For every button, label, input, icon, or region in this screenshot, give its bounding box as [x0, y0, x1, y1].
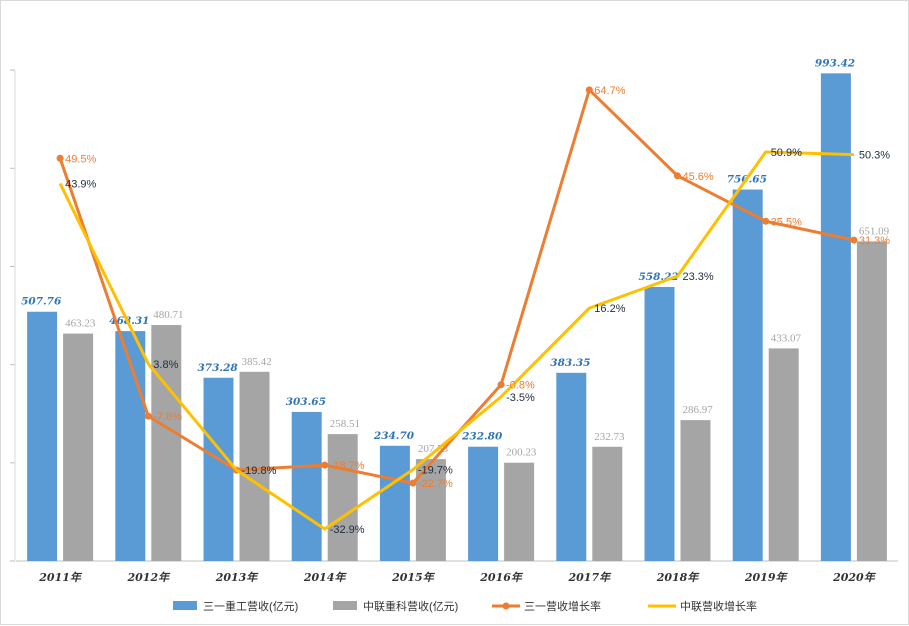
- line-point: [497, 381, 505, 389]
- line-point: [144, 412, 152, 420]
- x-tick-label: 2017年: [567, 571, 612, 584]
- legend-label: 中联营收增长率: [680, 599, 757, 613]
- bar-zoomlion: [592, 446, 623, 561]
- bar-value-label: 468.31: [109, 315, 149, 327]
- line-value-label: 50.9%: [771, 147, 802, 159]
- bar-value-label: 463.23: [65, 318, 96, 330]
- line-value-label: -18.7%: [330, 460, 365, 472]
- bar-zoomlion: [768, 348, 799, 561]
- line-value-label: 43.9%: [65, 178, 96, 190]
- line-value-label: -7.8%: [153, 411, 182, 423]
- legend-label: 三一重工营收(亿元): [203, 599, 298, 613]
- line-series-zoomlion-growth: [58, 150, 854, 531]
- line-value-label: 64.7%: [594, 85, 625, 97]
- legend-swatch: [333, 601, 357, 610]
- bar-value-label: 200.23: [506, 447, 537, 459]
- bar-sany: [203, 377, 234, 561]
- line-point: [321, 461, 329, 469]
- bar-value-label: 232.80: [461, 431, 503, 443]
- line-value-label: -19.8%: [242, 465, 277, 477]
- bar-zoomlion: [327, 434, 358, 561]
- x-tick-label: 2016年: [479, 571, 524, 584]
- line-value-label: -0.8%: [506, 380, 535, 392]
- bar-value-label: 385.42: [242, 356, 272, 368]
- bar-zoomlion: [680, 420, 711, 561]
- line-value-label: 50.3%: [859, 150, 890, 162]
- bar-sany: [291, 411, 322, 561]
- bar-sany: [468, 446, 499, 561]
- bar-value-label: 373.28: [198, 362, 239, 374]
- x-tick-label: 2018年: [656, 571, 701, 584]
- line-value-label: 49.5%: [65, 153, 96, 165]
- bar-value-label: 993.42: [815, 57, 855, 69]
- line-value-label: -3.5%: [506, 392, 535, 404]
- line-value-label: 35.5%: [771, 216, 802, 228]
- bar-value-label: 286.97: [683, 404, 714, 416]
- x-tick-label: 2019年: [744, 571, 789, 584]
- x-tick-label: 2014年: [303, 571, 348, 584]
- line-value-label: 31.3%: [859, 235, 890, 247]
- bar-zoomlion: [504, 462, 535, 561]
- bar-sany: [379, 445, 410, 561]
- bar-value-label: 507.76: [21, 296, 62, 308]
- bar-zoomlion: [239, 371, 270, 561]
- legend-swatch: [173, 601, 197, 610]
- bar-value-label: 651.09: [859, 225, 890, 237]
- bar-value-label: 234.70: [373, 430, 415, 442]
- line-point: [850, 236, 858, 244]
- bar-zoomlion: [63, 333, 94, 561]
- bar-sany: [644, 286, 675, 561]
- x-tick-label: 2013年: [215, 571, 260, 584]
- bar-sany: [27, 311, 58, 561]
- line-value-label: -19.7%: [418, 465, 453, 477]
- line-value-label: 23.3%: [683, 271, 714, 283]
- bar-zoomlion: [151, 325, 182, 561]
- line-point: [585, 86, 593, 94]
- line-value-label: 3.8%: [153, 359, 178, 371]
- bar-sany: [820, 73, 851, 561]
- line-value-label: -22.7%: [418, 478, 453, 490]
- line-value-label: -19.8%: [242, 465, 277, 477]
- bar-zoomlion: [856, 241, 887, 561]
- x-tick-label: 2020年: [832, 571, 877, 584]
- bar-sany: [115, 331, 146, 561]
- bar-value-label: 480.71: [153, 309, 183, 321]
- line-point: [762, 217, 770, 225]
- line-point: [56, 154, 64, 162]
- line-point: [409, 479, 417, 487]
- legend-marker: [502, 602, 510, 610]
- bar-value-label: 383.35: [550, 357, 590, 369]
- bar-value-label: 232.73: [594, 431, 625, 443]
- bar-sany: [556, 372, 587, 561]
- line-value-label: 16.2%: [594, 303, 625, 315]
- bar-sany: [732, 189, 763, 561]
- x-tick-label: 2012年: [126, 571, 171, 584]
- legend-label: 中联重科营收(亿元): [363, 599, 458, 613]
- bar-value-label: 303.65: [286, 396, 326, 408]
- bar-value-label: 433.07: [771, 332, 802, 344]
- x-tick-label: 2015年: [391, 571, 436, 584]
- bar-value-label: 258.51: [330, 418, 360, 430]
- x-tick-label: 2011年: [38, 571, 83, 584]
- line-value-label: -32.9%: [330, 524, 365, 536]
- legend-label: 三一营收增长率: [524, 599, 601, 613]
- line-value-label: 45.6%: [683, 171, 714, 183]
- line-point: [674, 172, 681, 180]
